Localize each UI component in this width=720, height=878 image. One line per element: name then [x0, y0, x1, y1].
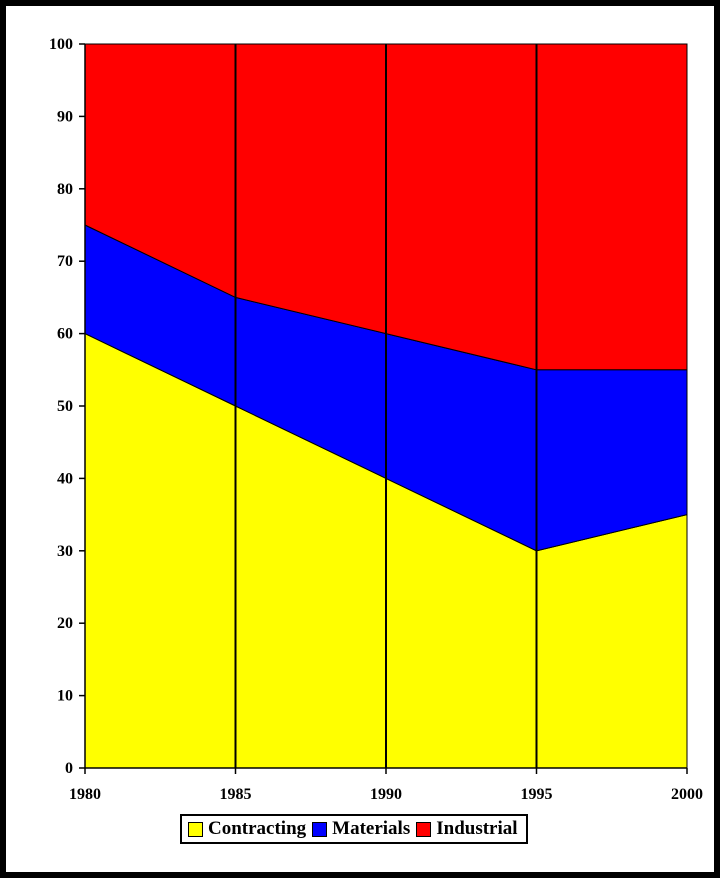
y-tick-label-10: 10 — [57, 688, 73, 705]
y-tick-label-90: 90 — [57, 108, 73, 125]
x-tick-label-1980: 1980 — [69, 786, 101, 803]
x-tick-label-1995: 1995 — [521, 786, 553, 803]
y-tick-label-30: 30 — [57, 543, 73, 560]
legend-label-industrial: Industrial — [436, 818, 518, 839]
legend-item-contracting: Contracting — [188, 818, 306, 840]
legend-swatch-contracting — [188, 821, 203, 837]
y-tick-label-70: 70 — [57, 253, 73, 270]
legend-item-materials: Materials — [312, 818, 410, 840]
y-tick-label-20: 20 — [57, 615, 73, 632]
x-tick-label-1990: 1990 — [370, 786, 402, 803]
x-tick-label-1985: 1985 — [220, 786, 252, 803]
legend-swatch-materials — [312, 821, 328, 837]
y-tick-label-50: 50 — [57, 398, 73, 415]
legend-swatch-industrial — [416, 821, 432, 837]
y-tick-label-0: 0 — [65, 760, 73, 777]
legend-label-contracting: Contracting — [208, 818, 307, 839]
y-tick-label-40: 40 — [57, 470, 73, 487]
chart-frame: 0 10 20 30 40 50 60 70 80 90 100 1980 1985 1990 1995 20… — [4, 4, 716, 874]
legend-item-industrial: Industrial — [416, 818, 518, 840]
y-tick-label-60: 60 — [57, 326, 73, 343]
stacked-area-chart: 0 10 20 30 40 50 60 70 80 90 100 1980 1985 1990 1995 20… — [49, 36, 703, 803]
y-tick-label-100: 100 — [49, 36, 73, 53]
legend-label-materials: Materials — [332, 818, 411, 839]
y-tick-label-80: 80 — [57, 181, 73, 198]
legend: Contracting Materials Industrial — [180, 814, 528, 844]
x-tick-label-2000: 2000 — [671, 786, 703, 803]
